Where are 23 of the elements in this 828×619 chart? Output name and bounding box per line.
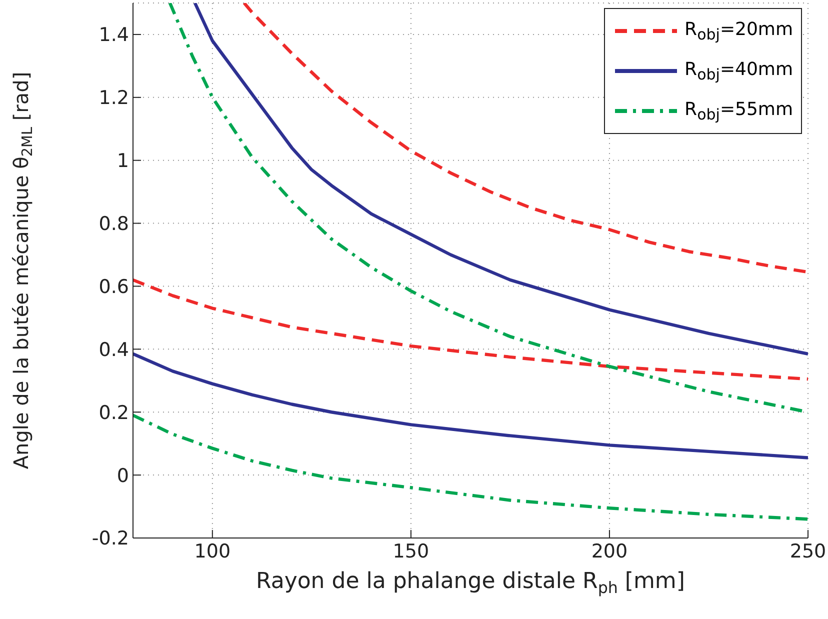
legend-label: R$_{obj}$=40mm [684, 58, 793, 84]
x-tick-label: 200 [591, 540, 628, 562]
x-axis-title: Rayon de la phalange distale R$_{ph}$ [mm] [256, 569, 685, 597]
y-tick-label: 0.4 [98, 338, 129, 361]
legend-label: R$_{obj}$=55mm [684, 98, 793, 124]
line-series [168, 3, 808, 414]
y-tick-label: 0.6 [98, 276, 129, 298]
y-tick-label: -0.2 [92, 528, 129, 550]
y-tick-label: 0.2 [98, 402, 129, 424]
line-series [242, 3, 808, 274]
y-tick-label: 1.2 [98, 87, 129, 110]
line-series [193, 3, 808, 356]
legend-label: R$_{obj}$=20mm [684, 18, 793, 44]
line-series [133, 352, 808, 460]
line-series [133, 414, 808, 521]
y-tick-label: 0.8 [98, 213, 129, 236]
line-series [133, 278, 808, 381]
y-tick-label: 0 [116, 464, 129, 487]
x-tick-label: 250 [790, 540, 826, 562]
x-tick-label: 100 [194, 540, 231, 562]
x-tick-label: 150 [392, 540, 430, 562]
y-tick-label: 1.4 [98, 24, 129, 46]
y-tick-label: 1 [116, 150, 129, 172]
